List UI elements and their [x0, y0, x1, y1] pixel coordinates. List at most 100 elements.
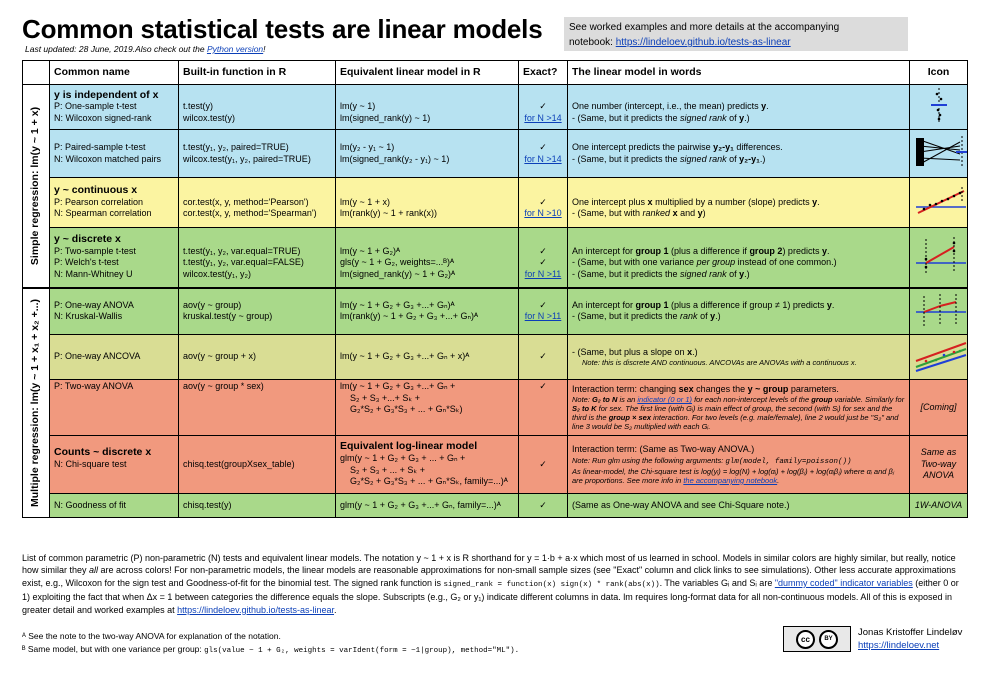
t: multiplied by a number (slope) predicts: [652, 196, 813, 207]
t: .): [744, 112, 750, 123]
t: .): [715, 311, 721, 322]
func: cor.test(x, y, method='Pearson'): [183, 196, 309, 207]
t: .: [826, 245, 830, 256]
row-one-sample: Simple regression: lm(y ~ 1 + x) y is in…: [22, 84, 968, 288]
model: lm(rank(y) ~ 1 + G₂ + G₃ +...+ Gₙ)ᴬ: [340, 311, 479, 322]
exact-link[interactable]: for N >14: [524, 112, 562, 123]
t: of: [697, 311, 711, 322]
test-name: P: Welch's t-test: [54, 257, 119, 268]
cc-by-license-badge[interactable]: cc BY: [783, 626, 851, 652]
model: lm(y ~ 1 + x): [340, 196, 391, 207]
func: t.test(y): [183, 101, 214, 112]
two-way-note: Note: G₂ to N is an indicator (0 or 1) f…: [572, 395, 905, 431]
model: lm(y ~ 1 + G₂)ᴬ: [340, 245, 401, 256]
equiv-cell: lm(y₂ - y₁ ~ 1) lm(signed_rank(y₂ - y₁) ~…: [335, 129, 519, 178]
words-line: An intercept for group 1 (plus a differe…: [572, 246, 905, 258]
t: - (Same, but with: [572, 208, 643, 219]
footnote-b: ᴮ Same model, but with one variance per …: [22, 643, 519, 658]
builtin-cell: aov(y ~ group * sex): [178, 379, 336, 437]
func: chisq.test(y): [183, 499, 232, 510]
check-icon: ✓: [539, 141, 547, 152]
notebook-link[interactable]: https://lindeloev.github.io/tests-as-lin…: [615, 37, 791, 48]
test-name: N: Wilcoxon signed-rank: [54, 112, 152, 123]
test-name: N: Goodness of fit: [54, 499, 127, 510]
t: y: [761, 101, 767, 112]
t: - (Same, but it predicts the: [572, 153, 681, 164]
test-name: P: One-way ANOVA: [54, 299, 134, 310]
anova-icon: [916, 293, 966, 326]
cc-icon: cc: [796, 629, 815, 649]
indicator-link[interactable]: indicator (0 or 1): [637, 395, 692, 405]
side-multiple-label: Multiple regression: lm(y ~ 1 + x₁ + x₂ …: [29, 298, 42, 507]
footer-site-link[interactable]: https://lindeloev.github.io/tests-as-lin…: [177, 604, 335, 615]
icon-cell: [909, 334, 968, 381]
words-line: One intercept predicts the pairwise y₂-y…: [572, 142, 905, 154]
t: glm(model, family=poisson()): [725, 457, 852, 466]
t: y: [697, 208, 703, 219]
builtin-cell: t.test(y₁, y₂, var.equal=TRUE) t.test(y₁,…: [178, 227, 336, 288]
t: is an: [617, 395, 638, 405]
t: y: [710, 311, 716, 322]
t: As linear-model, the Chi-square test is …: [572, 466, 895, 485]
func: kruskal.test(y ~ group): [183, 311, 273, 322]
name-cell: P: Paired-sample t-test N: Wilcoxon match…: [49, 129, 179, 178]
icon-cell: [909, 227, 968, 288]
exact-link[interactable]: for N >10: [524, 208, 562, 219]
t: .: [777, 475, 780, 485]
dummy-coded-link[interactable]: "dummy coded" indicator variables: [774, 577, 913, 588]
words-line: - (Same, but plus a slope on x.): [572, 347, 905, 359]
t: y: [821, 245, 827, 256]
words-cell: One number (intercept, i.e., the mean) p…: [567, 84, 910, 130]
t: rank: [680, 311, 698, 322]
builtin-cell: t.test(y₁, y₂, paired=TRUE) wilcox.test(y…: [178, 129, 336, 178]
test-name: P: One-sample t-test: [54, 101, 137, 112]
footnotes: ᴬ See the note to the two-way ANOVA for …: [22, 630, 519, 658]
t: and: [677, 208, 698, 219]
words-line: One number (intercept, i.e., the mean) p…: [572, 101, 905, 113]
t: y₂-y₁: [713, 141, 734, 152]
builtin-cell: aov(y ~ group) kruskal.test(y ~ group): [178, 286, 336, 336]
words-line: - (Same, but it predicts the rank of y.): [572, 311, 905, 323]
model: lm(y ~ 1): [340, 101, 376, 112]
builtin-cell: chisq.test(y): [178, 493, 336, 519]
test-name: N: Spearman correlation: [54, 208, 152, 219]
model: lm(signed_rank(y₂ - y₁) ~ 1): [340, 153, 450, 164]
name-cell: P: Two-way ANOVA: [49, 379, 179, 437]
model: lm(y ~ 1 + G₂ + G₃ +...+ Gₙ + x)ᴬ: [340, 351, 470, 362]
t: changes the: [693, 383, 748, 394]
t: One number (intercept, i.e., the mean) p…: [572, 101, 762, 112]
box-line2: notebook: https://lindeloev.github.io/te…: [569, 35, 903, 50]
words-cell: An intercept for group 1 (plus a differe…: [567, 227, 910, 288]
t: ): [702, 208, 706, 219]
t: group 1: [635, 299, 669, 310]
t: of: [726, 112, 740, 123]
t: are across colors! For non-parametric mo…: [22, 565, 956, 588]
exact-cell: ✓ for N >14: [518, 129, 568, 178]
t: . The variables Gᵢ and Sᵢ are: [659, 577, 775, 588]
notebook-note-link[interactable]: the accompanying notebook: [683, 475, 778, 485]
model: lm(y ~ 1 + G₂ + G₃ +...+ Gₙ)ᴬ: [340, 299, 455, 310]
updated-end: !: [263, 44, 266, 54]
t: .): [744, 268, 750, 279]
t: List of common parametric (P) non-parame…: [22, 553, 956, 576]
t: signed rank: [680, 112, 727, 123]
exact-link[interactable]: for N >11: [524, 311, 562, 322]
exact-link[interactable]: for N >11: [524, 268, 562, 279]
t: all: [89, 565, 99, 576]
func: cor.test(x, y, method='Spearman'): [183, 208, 317, 219]
name-cell: y ~ continuous x P: Pearson correlation …: [49, 177, 179, 228]
model: G₂*S₂ + G₃*S₃ + ... + Gₙ*Sₖ, family=...)…: [350, 476, 508, 487]
python-version-link[interactable]: Python version: [206, 44, 264, 54]
updated-text: Last updated: 28 June, 2019.Also check o…: [25, 44, 207, 54]
row-chi-square: Counts ~ discrete x N: Chi-square test c…: [23, 435, 968, 495]
test-name: P: Two-sample t-test: [54, 245, 136, 256]
test-name: P: Two-way ANOVA: [54, 381, 134, 392]
row-title: y ~ discrete x: [54, 233, 121, 246]
t: .): [692, 346, 698, 357]
side-simple-label: Simple regression: lm(y ~ 1 + x): [29, 106, 42, 265]
col-header-name: Common name: [49, 60, 179, 85]
author-link[interactable]: https://lindeloev.net: [858, 640, 940, 651]
words-line: One intercept plus x multiplied by a num…: [572, 197, 905, 209]
exact-link[interactable]: for N >14: [524, 153, 562, 164]
equiv-cell: lm(y ~ 1 + G₂)ᴬ gls(y ~ 1 + G₂, weights=.…: [335, 227, 519, 288]
